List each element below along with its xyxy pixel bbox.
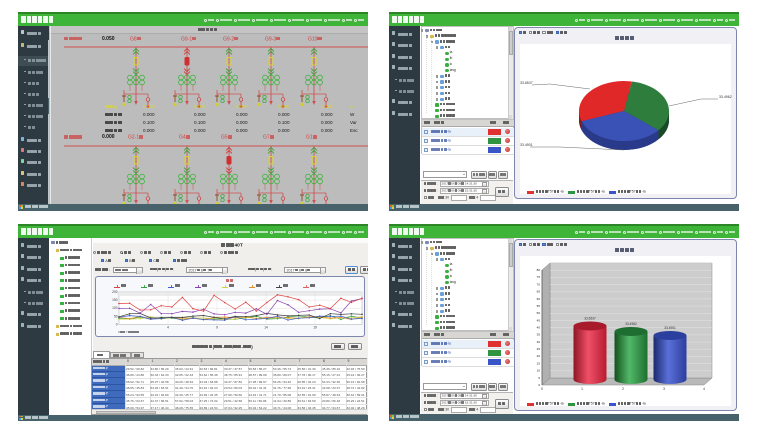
svg-text:5: 5	[538, 376, 540, 380]
svg-text:3: 3	[663, 387, 665, 391]
svg-text:75: 75	[537, 275, 541, 279]
svg-text:30: 30	[537, 340, 541, 344]
svg-text:4: 4	[167, 326, 169, 330]
svg-text:19: 19	[313, 326, 317, 330]
svg-text:0: 0	[116, 323, 118, 327]
svg-text:55: 55	[537, 304, 541, 308]
svg-text:33.4962: 33.4962	[719, 95, 732, 99]
svg-text:9: 9	[216, 326, 218, 330]
svg-text:40: 40	[537, 326, 541, 330]
svg-text:15: 15	[537, 361, 541, 365]
svg-text:150: 150	[112, 298, 118, 302]
svg-text:60: 60	[537, 297, 541, 301]
svg-text:33.4962: 33.4962	[625, 322, 637, 326]
svg-text:1: 1	[581, 387, 583, 391]
svg-text:20: 20	[537, 354, 541, 358]
svg-text:2: 2	[622, 387, 624, 391]
svg-text:100: 100	[112, 306, 118, 310]
svg-text:35: 35	[537, 333, 541, 337]
svg-text:80: 80	[537, 268, 541, 272]
svg-text:0: 0	[538, 383, 540, 387]
svg-text:200: 200	[112, 290, 118, 294]
svg-text:45: 45	[537, 318, 541, 322]
svg-text:25: 25	[537, 347, 541, 351]
svg-text:70: 70	[537, 282, 541, 286]
svg-text:14: 14	[264, 326, 268, 330]
svg-text:65: 65	[537, 290, 541, 294]
svg-text:50: 50	[537, 311, 541, 315]
svg-text:10: 10	[537, 369, 541, 373]
svg-text:33.4901: 33.4901	[664, 326, 676, 330]
svg-text:33.4901: 33.4901	[520, 143, 533, 147]
svg-text:33.6537: 33.6537	[584, 317, 596, 321]
svg-text:4: 4	[703, 387, 705, 391]
svg-text:33.6537: 33.6537	[520, 81, 533, 85]
svg-text:50: 50	[114, 314, 118, 318]
svg-text:0: 0	[541, 387, 543, 391]
